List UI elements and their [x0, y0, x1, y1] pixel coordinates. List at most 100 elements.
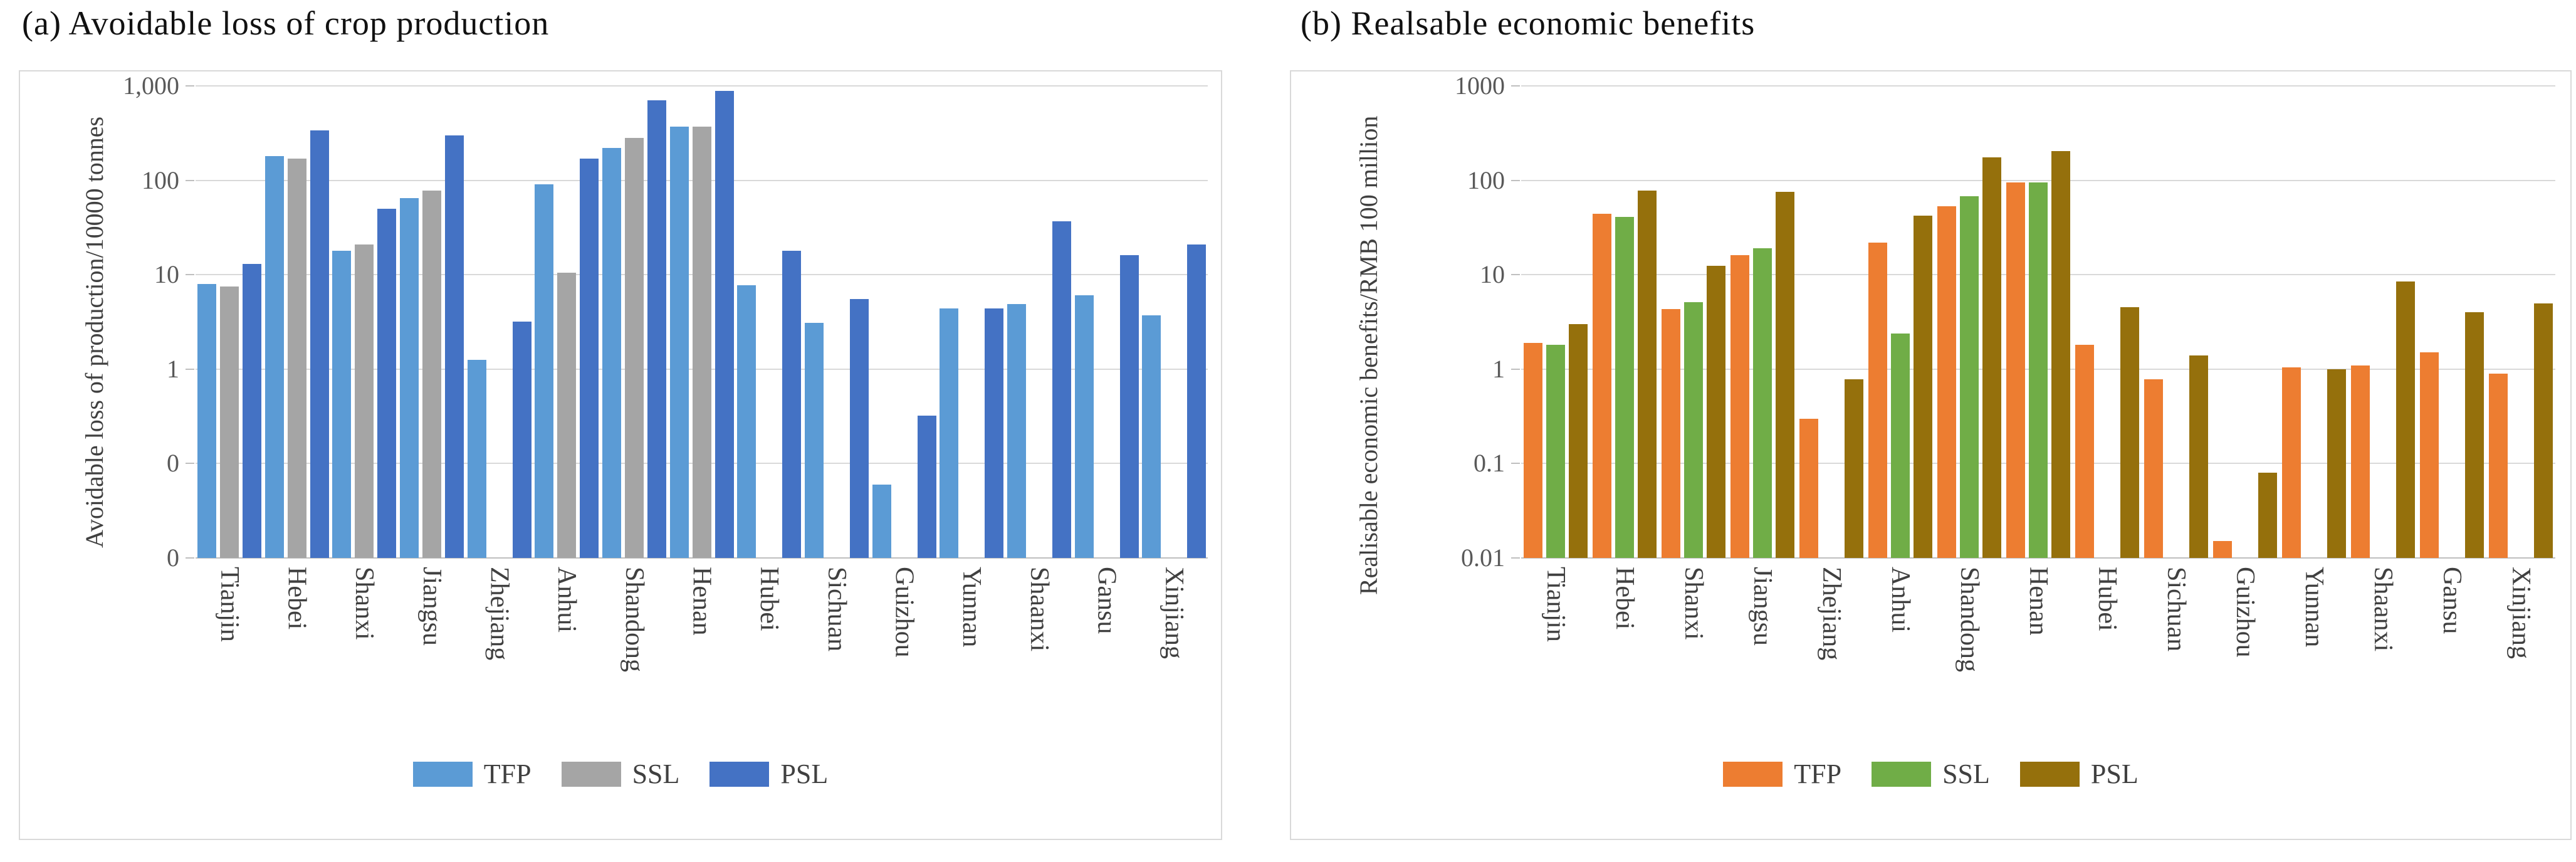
legend-swatch-psl [2019, 761, 2080, 787]
x-tick-label-zhejiang: Zhejiang [484, 567, 514, 661]
bar-hebei-psl [310, 130, 329, 558]
bar-tianjin-ssl [1546, 345, 1565, 558]
y-tick-mark [1511, 368, 1520, 370]
bar-anhui-ssl [1891, 333, 1910, 558]
y-tick-label: 100 [1467, 166, 1505, 194]
bar-hebei-psl [1638, 190, 1657, 558]
x-tick-label-tianjin: Tianjin [214, 567, 244, 642]
bar-guizhou-psl [2258, 472, 2277, 558]
bar-yunnan-tfp [2282, 367, 2301, 558]
bar-hubei-psl [2120, 307, 2139, 558]
x-tick-label-jiangsu: Jiangsu [1748, 567, 1777, 646]
x-tick-label-hubei: Hubei [2093, 567, 2122, 631]
bar-hebei-tfp [264, 156, 284, 558]
x-tick-label-shaanxi: Shaanxi [2369, 567, 2397, 652]
y-tick-mark [186, 85, 194, 87]
bar-xinjiang-tfp [1142, 315, 1161, 558]
y-tick-mark [1511, 463, 1520, 465]
bar-yunnan-psl [2327, 369, 2346, 558]
legend-item-ssl: SSL [1872, 758, 1990, 790]
bar-gansu-tfp [1074, 295, 1094, 558]
bar-jiangsu-ssl [422, 190, 441, 558]
bar-tianjin-tfp [1524, 342, 1542, 558]
bar-henan-tfp [669, 127, 689, 558]
panel-a-legend: TFP SSL PSL [20, 758, 1221, 790]
bar-hubei-tfp [2075, 345, 2094, 558]
bar-jiangsu-psl [1776, 192, 1794, 558]
bar-hebei-tfp [1593, 214, 1611, 558]
panel-a-title: (a) Avoidable loss of crop production [22, 4, 550, 42]
y-tick-mark [186, 179, 194, 181]
legend-item-tfp: TFP [1723, 758, 1841, 790]
x-tick-label-henan: Henan [687, 567, 716, 636]
x-tick-label-anhui: Anhui [1886, 567, 1915, 633]
x-tick-label-hebei: Hebei [1610, 567, 1639, 630]
bar-tianjin-psl [1569, 323, 1588, 558]
legend-label-tfp: TFP [1794, 759, 1842, 789]
y-tick-label: 0.1 [1474, 449, 1505, 478]
panel-b-title: (b) Realsable economic benefits [1301, 4, 1756, 42]
gridline-1000 [1521, 85, 2555, 87]
bar-guizhou-tfp [872, 484, 891, 558]
y-tick-label: 1 [167, 354, 179, 383]
bar-jiangsu-psl [444, 135, 464, 558]
x-tick-label-shanxi: Shanxi [1679, 567, 1708, 640]
bar-anhui-tfp [535, 184, 554, 558]
x-tick-label-shaanxi: Shaanxi [1024, 567, 1054, 652]
x-tick-label-xinjiang: Xinjiang [2506, 567, 2535, 659]
bar-hebei-ssl [287, 158, 306, 558]
legend-label-psl: PSL [2090, 759, 2139, 789]
bar-shandong-psl [647, 100, 666, 558]
bar-henan-ssl [692, 127, 711, 558]
bar-shandong-psl [1982, 157, 2001, 558]
bar-shandong-tfp [602, 148, 621, 558]
y-tick-mark [1511, 557, 1520, 559]
bar-shandong-ssl [1960, 196, 1979, 558]
legend-label-ssl: SSL [632, 759, 680, 789]
bar-jiangsu-tfp [399, 197, 419, 558]
bar-guizhou-tfp [2213, 541, 2232, 558]
x-tick-label-shandong: Shandong [619, 567, 649, 672]
bar-shaanxi-tfp [2351, 365, 2370, 558]
y-tick-mark [1511, 85, 1520, 87]
x-tick-label-henan: Henan [2024, 567, 2053, 636]
bar-henan-psl [715, 91, 734, 558]
bar-anhui-psl [1914, 216, 1932, 558]
legend-swatch-psl [709, 761, 770, 787]
bar-shanxi-ssl [355, 244, 374, 558]
bar-sichuan-psl [2189, 355, 2208, 558]
bar-zhejiang-tfp [467, 360, 486, 558]
x-tick-label-gansu: Gansu [2437, 567, 2466, 634]
bar-tianjin-tfp [197, 283, 216, 558]
bar-tianjin-psl [242, 264, 261, 558]
y-tick-label: 0.01 [1461, 544, 1505, 572]
bar-zhejiang-tfp [1799, 418, 1818, 558]
legend-label-ssl: SSL [1942, 759, 1990, 789]
legend-swatch-ssl [1872, 761, 1932, 787]
bar-shaanxi-psl [1052, 221, 1071, 558]
x-tick-label-guizhou: Guizhou [2231, 567, 2259, 658]
legend-swatch-tfp [1723, 761, 1783, 787]
legend-item-ssl: SSL [561, 758, 680, 790]
bar-anhui-tfp [1868, 242, 1887, 558]
gridline-1,000 [196, 85, 1208, 87]
y-tick-label: 1,000 [123, 71, 179, 100]
y-tick-mark [186, 557, 194, 559]
x-tick-label-zhejiang: Zhejiang [1817, 567, 1846, 661]
bar-shaanxi-tfp [1007, 303, 1026, 558]
bar-sichuan-tfp [804, 322, 824, 558]
x-tick-label-xinjiang: Xinjiang [1160, 567, 1189, 659]
x-tick-label-jiangsu: Jiangsu [417, 567, 446, 646]
bar-sichuan-tfp [2144, 379, 2163, 558]
panel-b-chart-box: Realisable economic benefits/RMB 100 mil… [1290, 70, 2572, 840]
y-tick-label: 1000 [1455, 71, 1505, 100]
x-tick-label-shanxi: Shanxi [350, 567, 379, 640]
bar-shanxi-tfp [332, 250, 352, 558]
y-tick-label: 100 [142, 166, 179, 194]
x-tick-label-shandong: Shandong [1955, 567, 1984, 672]
bar-zhejiang-psl [512, 321, 531, 558]
bar-hubei-psl [782, 250, 802, 558]
bar-gansu-psl [1119, 255, 1139, 558]
bar-jiangsu-ssl [1753, 248, 1772, 558]
bar-xinjiang-psl [1187, 244, 1207, 558]
